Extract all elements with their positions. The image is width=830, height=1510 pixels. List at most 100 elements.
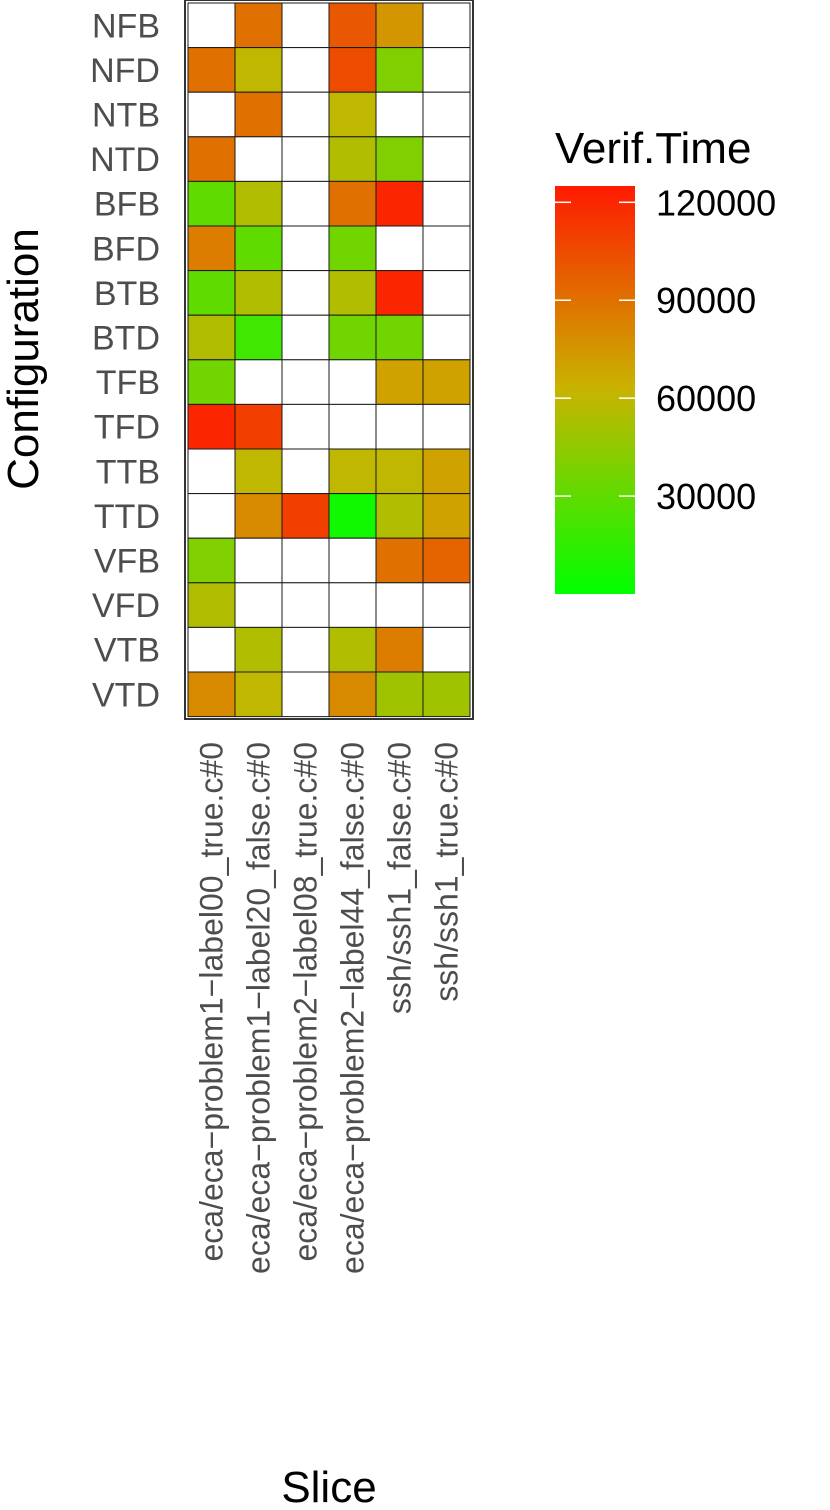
heatmap-cell: [422, 537, 471, 584]
heatmap-cell: [281, 270, 330, 316]
heatmap-cell: [281, 91, 330, 138]
heatmap-cell: [328, 537, 377, 584]
heatmap-cell: [187, 225, 236, 272]
x-axis-title: Slice: [281, 1463, 376, 1510]
heatmap-cell: [328, 225, 377, 272]
heatmap-cell: [375, 403, 424, 450]
y-tick-label: BTB: [94, 275, 160, 313]
heatmap-cell: [187, 270, 236, 316]
heatmap-cell: [328, 314, 377, 361]
y-tick-label: NFD: [90, 52, 160, 90]
heatmap-cell: [375, 2, 424, 49]
heatmap-cell: [234, 582, 283, 628]
heatmap-cell: [328, 626, 377, 673]
heatmap-cell: [187, 314, 236, 361]
heatmap-cell: [422, 359, 471, 405]
legend-tick-label: 30000: [656, 476, 756, 517]
y-tick-label: VFB: [94, 543, 160, 581]
y-tick-label: NFB: [92, 7, 160, 45]
legend-tick-label: 120000: [656, 182, 776, 223]
heatmap-cell: [187, 403, 236, 450]
heatmap-cell: [422, 2, 471, 49]
heatmap-cell: [281, 2, 330, 49]
heatmap-cell: [234, 91, 283, 138]
x-tick-labels: eca/eca−problem1−label00_true.c#0 eca/eca…: [194, 742, 465, 1274]
x-tick-label: eca/eca−problem1−label20_false.c#0: [241, 742, 277, 1274]
y-tick-label: TFD: [94, 409, 160, 447]
heatmap-cell: [328, 493, 377, 539]
legend-tick-label: 90000: [656, 280, 756, 321]
heatmap-cell: [234, 626, 283, 673]
y-tick-label: BTD: [92, 320, 160, 358]
heatmap-cell: [375, 359, 424, 405]
heatmap-cell: [328, 403, 377, 450]
heatmap-cell: [328, 448, 377, 495]
y-tick-label: TFB: [96, 364, 160, 402]
heatmap-cell: [187, 47, 236, 93]
heatmap-cell: [187, 136, 236, 182]
panel-border: [184, 0, 474, 720]
heatmap-cell: [281, 403, 330, 450]
heatmap-cell: [375, 47, 424, 93]
y-tick-label: VFD: [92, 587, 160, 625]
heatmap-cell: [375, 582, 424, 628]
heatmap-cell: [422, 626, 471, 673]
heatmap-cell: [187, 359, 236, 405]
heatmap-cell: [234, 359, 283, 405]
heatmap-cell: [234, 2, 283, 49]
heatmap-cell: [375, 225, 424, 272]
y-tick-label: TTB: [96, 453, 160, 491]
y-tick-label: VTB: [94, 632, 160, 670]
y-tick-label: NTD: [90, 141, 160, 179]
heatmap-cell: [187, 180, 236, 227]
x-tick-label: eca/eca−problem2−label08_true.c#0: [288, 742, 324, 1261]
heatmap-cell: [328, 47, 377, 93]
heatmap-cell: [328, 359, 377, 405]
heatmap-cell: [281, 448, 330, 495]
y-tick-label: VTD: [92, 676, 160, 714]
y-axis-title: Configuration: [0, 228, 48, 490]
heatmap-cell: [375, 448, 424, 495]
heatmap-cell: [187, 448, 236, 495]
heatmap-cell: [375, 136, 424, 182]
heatmap-cell: [281, 47, 330, 93]
heatmap-cell: [328, 270, 377, 316]
heatmap-cell: [328, 91, 377, 138]
y-tick-label: TTD: [94, 498, 160, 536]
heatmap-cell: [187, 582, 236, 628]
x-tick-label: eca/eca−problem2−label44_false.c#0: [335, 742, 371, 1274]
heatmap-cell: [281, 180, 330, 227]
heatmap-cell: [422, 582, 471, 628]
heatmap-cell: [328, 180, 377, 227]
heatmap-cell: [281, 626, 330, 673]
heatmap-cell: [422, 91, 471, 138]
heatmap-cell: [375, 270, 424, 316]
heatmap-cell: [281, 359, 330, 405]
heatmap-cell: [234, 537, 283, 584]
heatmap-cell: [281, 493, 330, 539]
heatmap-cell: [375, 314, 424, 361]
heatmap-cell: [375, 537, 424, 584]
x-tick-label: eca/eca−problem1−label00_true.c#0: [194, 742, 230, 1261]
legend-title: Verif.Time: [555, 124, 751, 173]
legend-tick-label: 60000: [656, 378, 756, 419]
heatmap-cell: [234, 225, 283, 272]
heatmap-cell: [187, 626, 236, 673]
heatmap-cell: [187, 493, 236, 539]
heatmap-cell: [281, 314, 330, 361]
heatmap-cell: [281, 582, 330, 628]
heatmap-cell: [375, 626, 424, 673]
x-tick-label: ssh/ssh1_false.c#0: [382, 742, 418, 1014]
heatmap-cell: [422, 314, 471, 361]
legend-ticks: 120000 90000 60000 30000: [555, 182, 776, 517]
heatmap-cell: [422, 136, 471, 182]
heatmap-cell: [422, 225, 471, 272]
heatmap-cell: [281, 225, 330, 272]
heatmap-cell: [422, 448, 471, 495]
y-tick-labels: NFB NFD NTB NTD BFB BFD BTB BTD TFB TFD TTB TTD VFB V…: [90, 7, 160, 714]
legend-colorbar: [555, 186, 635, 594]
heatmap-cell: [422, 47, 471, 93]
heatmap-cell: [328, 2, 377, 49]
heatmap-cell: [187, 91, 236, 138]
